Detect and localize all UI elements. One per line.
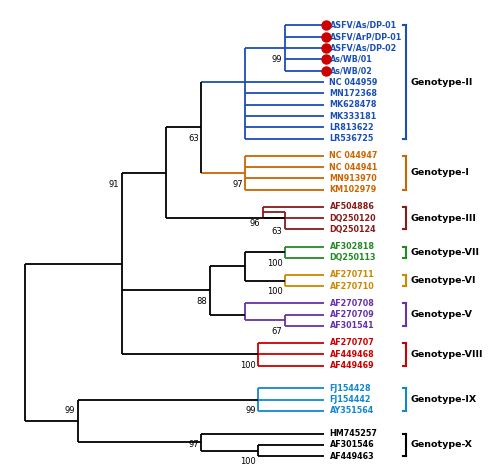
Text: Genotype-II: Genotype-II [411, 78, 474, 87]
Text: Genotype-III: Genotype-III [411, 214, 477, 223]
Text: 67: 67 [272, 327, 282, 336]
Text: FJ154428: FJ154428 [330, 384, 371, 393]
Text: AY351564: AY351564 [330, 407, 374, 416]
Text: MK333181: MK333181 [330, 112, 376, 120]
Text: AF449463: AF449463 [330, 452, 374, 461]
Text: 91: 91 [109, 179, 120, 188]
Text: LR536725: LR536725 [330, 134, 374, 143]
Text: AF270711: AF270711 [330, 270, 374, 279]
Text: AF301546: AF301546 [330, 440, 374, 449]
Text: AF270707: AF270707 [330, 338, 374, 347]
Text: Genotype-X: Genotype-X [411, 440, 473, 449]
Text: AF270708: AF270708 [330, 298, 374, 307]
Text: AF270710: AF270710 [330, 282, 374, 291]
Text: 63: 63 [188, 134, 198, 143]
Text: MN913970: MN913970 [330, 174, 377, 183]
Text: NC 044947: NC 044947 [330, 151, 378, 160]
Text: LR813622: LR813622 [330, 123, 374, 132]
Text: Genotype-VI: Genotype-VI [411, 276, 476, 285]
Text: AF449468: AF449468 [330, 350, 374, 359]
Text: Genotype-VII: Genotype-VII [411, 248, 480, 257]
Text: Genotype-I: Genotype-I [411, 169, 470, 178]
Text: AF449469: AF449469 [330, 361, 374, 370]
Text: AF301541: AF301541 [330, 321, 374, 330]
Text: 97: 97 [232, 179, 242, 188]
Text: AF504886: AF504886 [330, 202, 374, 211]
Text: 100: 100 [240, 457, 256, 466]
Text: NC 044959: NC 044959 [330, 78, 378, 87]
Text: KM102979: KM102979 [330, 185, 376, 194]
Text: 99: 99 [65, 407, 76, 416]
Text: AF270709: AF270709 [330, 310, 374, 319]
Text: Genotype-VIII: Genotype-VIII [411, 350, 484, 359]
Text: 97: 97 [188, 440, 198, 449]
Text: NC 044941: NC 044941 [330, 163, 378, 172]
Text: FJ154442: FJ154442 [330, 395, 371, 404]
Text: ASFV/As/DP-01: ASFV/As/DP-01 [330, 21, 396, 30]
Text: ASFV/ArP/DP-01: ASFV/ArP/DP-01 [330, 32, 402, 41]
Text: Genotype-V: Genotype-V [411, 310, 473, 319]
Text: DQ250120: DQ250120 [330, 214, 376, 223]
Text: 100: 100 [266, 288, 282, 297]
Text: 88: 88 [197, 297, 207, 306]
Text: AF302818: AF302818 [330, 242, 374, 251]
Text: 63: 63 [272, 227, 282, 236]
Text: 96: 96 [250, 219, 260, 228]
Text: HM745257: HM745257 [330, 429, 378, 438]
Text: As/WB/01: As/WB/01 [330, 55, 372, 64]
Text: DQ250124: DQ250124 [330, 225, 376, 234]
Text: MN172368: MN172368 [330, 89, 378, 98]
Text: Genotype-IX: Genotype-IX [411, 395, 477, 404]
Text: As/WB/02: As/WB/02 [330, 66, 372, 75]
Text: 100: 100 [240, 361, 256, 370]
Text: MK628478: MK628478 [330, 100, 377, 109]
Text: 100: 100 [266, 259, 282, 268]
Text: 99: 99 [272, 55, 282, 64]
Text: ASFV/As/DP-02: ASFV/As/DP-02 [330, 44, 396, 53]
Text: 99: 99 [246, 407, 256, 416]
Text: DQ250113: DQ250113 [330, 253, 376, 262]
